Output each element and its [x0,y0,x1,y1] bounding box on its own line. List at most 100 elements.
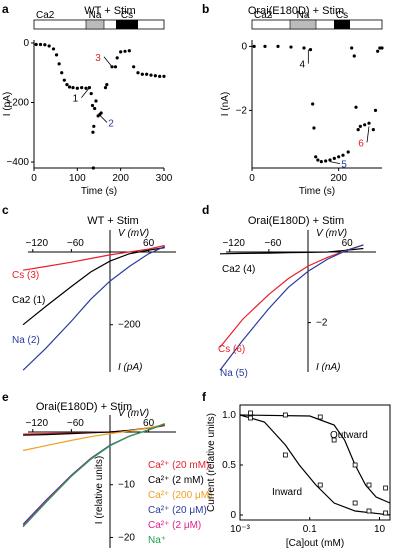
x-tick-label: 0 [31,173,37,184]
y-axis-label: I (pA) [2,92,13,116]
series-label: Ca2 (4) [222,264,255,275]
data-point [316,158,320,162]
data-point [289,45,293,49]
y-tick-label: 0 [230,510,236,521]
data-point [62,78,66,82]
data-point [43,43,47,47]
data-point [332,156,336,160]
series-label: Ca²⁺ (200 μM) [148,490,212,501]
fit-curve [239,414,391,504]
data-point [352,500,358,506]
data-point [282,452,288,458]
y-axis-label: I (pA) [118,362,142,373]
data-point [358,124,362,128]
panel-letter-a: a [2,2,9,16]
data-point [248,415,253,421]
y-axis-label: Current (relative units) [206,413,217,512]
x-tick-label: 300 [156,173,173,184]
data-point [132,65,136,69]
data-point [319,160,323,164]
data-point [140,72,144,76]
solution-label: Ca2 [36,10,55,21]
data-point [93,106,97,111]
y-axis-label: I (nA) [220,92,231,116]
x-tick-label: 0.1 [303,524,317,535]
data-point [282,412,288,418]
fit-curve [239,414,391,516]
solution-na-segment [289,19,317,30]
series-label: Ca²⁺ (2 μM) [148,520,201,531]
x-tick-label: 200 [112,173,129,184]
data-point [57,62,61,66]
data-point [337,155,341,159]
x-tick-label: 100 [69,173,86,184]
data-point [317,482,323,488]
data-point [34,42,38,47]
x-tick-label: −60 [67,418,84,429]
solution-bar-b [251,19,383,30]
data-point [89,91,93,96]
data-point [341,153,345,157]
y-tick-label: 1.0 [222,410,236,421]
data-point [91,166,95,170]
data-point [80,86,84,90]
solution-label: Na [89,10,102,21]
iv-curve [219,247,364,255]
data-point [312,126,316,130]
x-tick-label: −120 [222,238,245,249]
data-point [60,71,64,75]
panel-e-title: Orai(E180D) + Stim [36,401,132,413]
data-point [356,128,360,132]
data-point [158,74,162,78]
data-point [331,437,337,443]
data-point [127,49,131,53]
series-label: Ca2 (1) [12,295,45,306]
data-point [65,83,69,87]
data-point [363,123,367,127]
panel-letter-b: b [202,2,209,16]
series-label: Cs (6) [218,344,245,355]
x-tick-label: 10 [374,524,386,535]
series-label: Na (2) [12,335,40,346]
x-tick-label: −60 [264,238,281,249]
data-point [276,44,280,49]
plot-frame [239,404,391,521]
x-tick-label: −120 [26,238,49,249]
data-point [352,54,356,58]
data-point [350,46,354,50]
y-tick-label: 0.5 [222,460,236,471]
annotation-label: 2 [108,118,114,129]
x-tick-label: 60 [143,418,155,429]
data-point [367,121,371,125]
panel-d-title: Orai(E180D) + Stim [248,215,344,227]
data-point [105,83,109,87]
x-tick-label: 60 [143,238,155,249]
y-tick-label: −2 [236,105,248,116]
series-label: Na⁺ [148,535,166,546]
curve-label: Outward [330,430,368,441]
data-point [376,49,380,53]
x-axis-label: V (mV) [316,228,347,239]
solution-label: Cs [121,10,133,21]
y-tick-label: 0 [23,38,29,49]
data-point [71,86,75,90]
x-axis-label: V (mV) [118,408,149,419]
data-point [383,485,389,491]
data-point [328,158,332,162]
data-point [317,414,323,420]
data-point [311,102,315,106]
iv-curve [22,247,165,326]
y-tick-label: −400 [6,157,29,168]
data-point [346,150,350,154]
annotation-label: 3 [95,53,101,64]
data-point [38,42,43,47]
data-point [123,49,127,53]
solution-na-segment [85,19,105,30]
data-point [263,44,267,49]
data-point [314,155,318,159]
annotation-label: 1 [73,94,79,105]
panel-letter-f: f [202,390,207,404]
x-tick-label: 0 [249,173,255,184]
y-tick-label: −200 [118,320,141,331]
x-axis-label: V (mV) [118,228,149,239]
